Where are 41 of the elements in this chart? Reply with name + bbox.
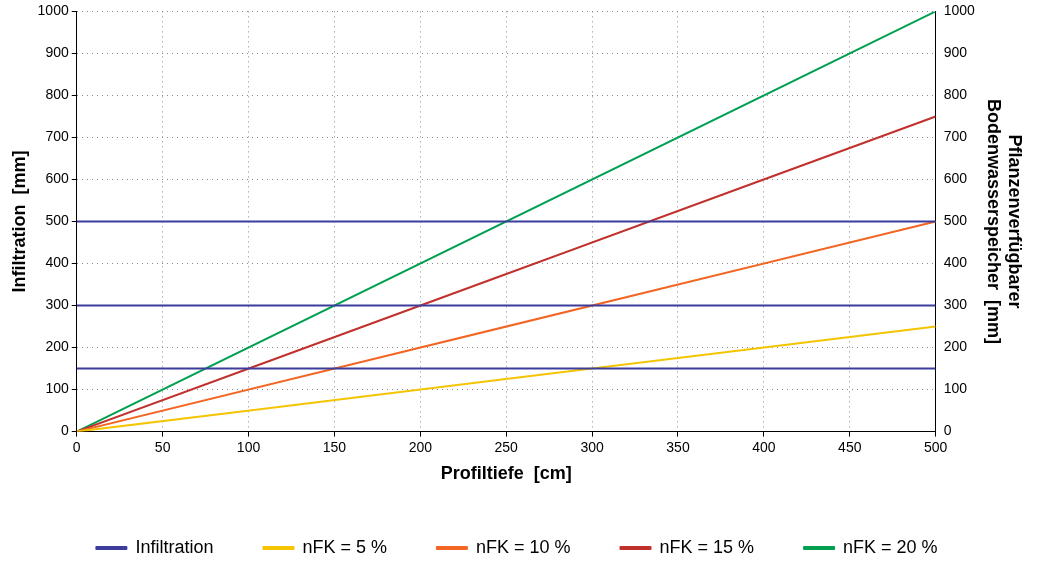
x-tick-label: 350	[666, 438, 690, 455]
y2-tick-label: 100	[943, 380, 968, 397]
y-tick-label: 0	[60, 422, 69, 439]
y-tick-label: 100	[45, 380, 69, 397]
y-tick-label: 600	[45, 170, 69, 187]
y2-tick-label: 400	[943, 254, 968, 271]
legend-label: nFK = 20 %	[843, 536, 938, 557]
y2-tick-label: 900	[943, 44, 968, 61]
y-tick-label: 800	[45, 86, 69, 103]
legend-label: nFK = 15 %	[659, 536, 755, 557]
legend-label: Infiltration	[135, 536, 214, 557]
x-tick-label: 250	[494, 438, 519, 455]
legend-label: nFK = 5 %	[302, 536, 387, 557]
x-tick-label: 450	[838, 438, 862, 455]
y-tick-label: 500	[45, 212, 69, 229]
y2-tick-label: 500	[943, 212, 968, 229]
y-tick-label: 900	[45, 44, 69, 61]
x-tick-label: 100	[236, 438, 261, 455]
y2-tick-label: 1000	[943, 2, 976, 19]
x-tick-label: 0	[72, 438, 81, 455]
x-axis-title: Profiltiefe [cm]	[440, 463, 572, 484]
y2-tick-label: 800	[943, 86, 968, 103]
y-tick-label: 400	[45, 254, 69, 271]
x-tick-label: 200	[408, 438, 433, 455]
y2-tick-label: 300	[943, 296, 968, 313]
y-tick-label: 700	[45, 128, 69, 145]
x-tick-label: 50	[154, 438, 171, 455]
y-tick-label: 200	[45, 338, 69, 355]
y2-tick-label: 700	[943, 128, 968, 145]
x-tick-label: 150	[322, 438, 347, 455]
x-tick-label: 400	[752, 438, 776, 455]
y2-tick-label: 0	[943, 422, 952, 439]
y2-tick-label: 600	[943, 170, 968, 187]
x-tick-label: 500	[923, 438, 948, 455]
y-axis-title: Infiltration [mm]	[8, 150, 29, 293]
legend-label: nFK = 10 %	[475, 536, 571, 557]
y-tick-label: 300	[45, 296, 69, 313]
y2-tick-label: 200	[943, 338, 968, 355]
y2-axis-title: Pflanzenverfügbarer Bodenwasserspeicher [mm]	[983, 98, 1026, 345]
y-tick-label: 1000	[37, 2, 69, 19]
x-tick-label: 300	[580, 438, 604, 455]
